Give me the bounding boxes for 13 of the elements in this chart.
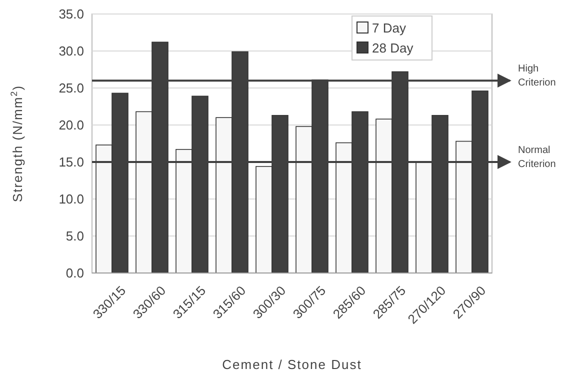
x-axis-title: Cement / Stone Dust (222, 357, 362, 372)
legend-label: 7 Day (372, 20, 406, 36)
y-tick-label: 20.0 (58, 118, 84, 133)
y-tick-label: 30.0 (58, 44, 84, 59)
y-tick-label: 15.0 (58, 154, 84, 170)
y-tick-label: 25.0 (58, 80, 84, 96)
y-tick-label: 0.0 (66, 266, 84, 281)
ref-line-label: Normal Criterion (518, 145, 556, 170)
y-tick-label: 5.0 (66, 228, 84, 244)
y-tick-label: 35.0 (58, 6, 84, 22)
legend-label: 28 Day (372, 40, 414, 56)
ref-line-label: High Criterion (518, 64, 556, 89)
y-tick-label: 10.0 (58, 192, 84, 207)
